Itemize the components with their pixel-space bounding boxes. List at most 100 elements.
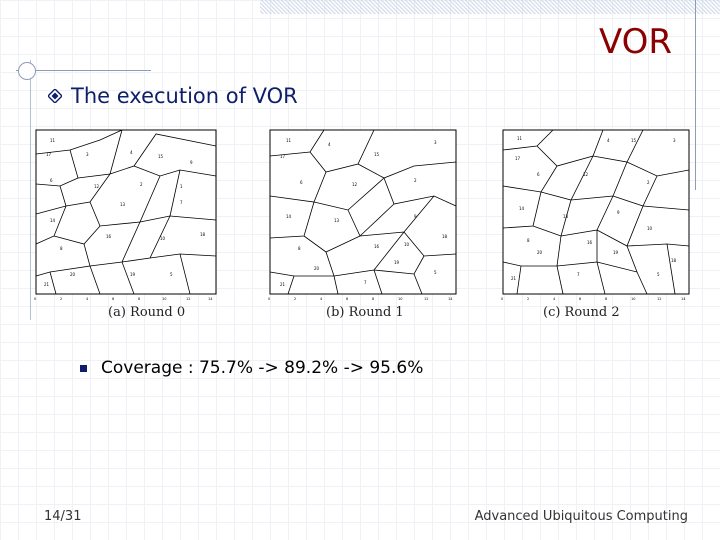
svg-text:5: 5 (170, 272, 173, 277)
svg-text:8: 8 (527, 238, 530, 243)
svg-text:2: 2 (647, 180, 650, 185)
svg-text:8: 8 (138, 297, 140, 301)
svg-text:11: 11 (517, 136, 523, 141)
svg-text:7: 7 (364, 280, 367, 285)
svg-text:8: 8 (298, 246, 301, 251)
svg-text:2: 2 (140, 182, 143, 187)
svg-text:20: 20 (314, 266, 320, 271)
square-bullet-icon (80, 364, 87, 372)
svg-text:17: 17 (280, 154, 286, 159)
svg-text:7: 7 (577, 272, 580, 277)
svg-text:2: 2 (527, 297, 529, 301)
svg-text:8: 8 (605, 297, 607, 301)
svg-text:10: 10 (162, 297, 166, 301)
svg-text:21: 21 (511, 276, 517, 281)
coverage-text: Coverage : 75.7% -> 89.2% -> 95.6% (101, 358, 424, 378)
slide-subtitle: The execution of VOR (71, 84, 298, 108)
caption-round-2: (c) Round 2 (543, 305, 620, 320)
svg-text:1: 1 (180, 184, 183, 189)
svg-text:21: 21 (280, 282, 286, 287)
svg-text:15: 15 (631, 138, 637, 143)
svg-text:13: 13 (563, 214, 569, 219)
page-number: 14/31 (44, 509, 82, 524)
svg-text:12: 12 (657, 297, 661, 301)
svg-text:17: 17 (515, 156, 521, 161)
svg-text:3: 3 (86, 152, 89, 157)
decor-line-left (30, 60, 31, 320)
svg-text:6: 6 (579, 297, 581, 301)
svg-text:10: 10 (404, 242, 410, 247)
svg-text:5: 5 (657, 272, 660, 277)
svg-text:15: 15 (374, 152, 380, 157)
svg-text:10: 10 (647, 226, 653, 231)
svg-text:10: 10 (398, 297, 402, 301)
svg-text:9: 9 (414, 214, 417, 219)
svg-text:21: 21 (44, 282, 50, 287)
svg-text:0: 0 (501, 297, 503, 301)
svg-text:12: 12 (94, 184, 100, 189)
svg-text:4: 4 (130, 150, 133, 155)
svg-text:3: 3 (434, 140, 437, 145)
svg-text:6: 6 (50, 178, 53, 183)
decor-circle (18, 62, 36, 80)
footer-course-name: Advanced Ubiquitous Computing (474, 509, 688, 524)
svg-text:14: 14 (286, 214, 292, 219)
svg-text:15: 15 (158, 154, 164, 159)
svg-text:12: 12 (186, 297, 190, 301)
svg-text:0: 0 (268, 297, 270, 301)
svg-text:18: 18 (442, 234, 448, 239)
svg-text:3: 3 (673, 138, 676, 143)
svg-text:4: 4 (320, 297, 323, 301)
figure-round-2: 11 17 4 15 3 6 12 2 14 13 9 8 16 10 18 20 19 5 21 7 0… (497, 126, 693, 302)
svg-text:2: 2 (60, 297, 62, 301)
svg-text:14: 14 (50, 218, 56, 223)
svg-text:7: 7 (180, 200, 183, 205)
svg-text:6: 6 (346, 297, 348, 301)
svg-text:20: 20 (537, 250, 543, 255)
svg-text:14: 14 (681, 297, 686, 301)
svg-text:2: 2 (414, 178, 417, 183)
top-decor-band (260, 0, 720, 14)
svg-text:12: 12 (583, 172, 589, 177)
svg-text:4: 4 (328, 142, 331, 147)
svg-text:11: 11 (286, 138, 292, 143)
svg-text:4: 4 (86, 297, 89, 301)
svg-text:6: 6 (300, 180, 303, 185)
svg-text:20: 20 (70, 272, 76, 277)
svg-text:9: 9 (190, 160, 193, 165)
svg-text:0: 0 (34, 297, 36, 301)
svg-text:5: 5 (434, 270, 437, 275)
diamond-bullet-icon (48, 89, 62, 103)
svg-text:4: 4 (607, 138, 610, 143)
svg-text:6: 6 (537, 172, 540, 177)
svg-text:10: 10 (160, 236, 166, 241)
slide-title: VOR (598, 22, 672, 62)
svg-text:12: 12 (424, 297, 428, 301)
svg-text:13: 13 (120, 202, 126, 207)
svg-text:16: 16 (106, 234, 112, 239)
svg-text:14: 14 (519, 206, 525, 211)
svg-text:6: 6 (112, 297, 114, 301)
figure-round-1: 11 17 4 15 3 6 12 2 14 13 9 8 16 10 18 20 19 5 21 7 0… (264, 126, 460, 302)
caption-round-1: (b) Round 1 (326, 305, 404, 320)
svg-text:14: 14 (208, 297, 213, 301)
figure-round-0: 11 17 3 4 15 9 6 12 2 1 14 13 7 8 16 10 18 20 19 5 21 … (30, 126, 220, 302)
subtitle-row: The execution of VOR (48, 84, 298, 108)
svg-text:11: 11 (50, 138, 56, 143)
svg-text:18: 18 (671, 258, 677, 263)
svg-text:14: 14 (448, 297, 453, 301)
svg-text:2: 2 (294, 297, 296, 301)
svg-text:9: 9 (617, 210, 620, 215)
svg-text:19: 19 (613, 250, 619, 255)
svg-text:18: 18 (200, 232, 206, 237)
svg-text:19: 19 (130, 272, 136, 277)
svg-text:12: 12 (352, 182, 358, 187)
svg-text:16: 16 (587, 240, 593, 245)
svg-text:8: 8 (372, 297, 374, 301)
svg-text:17: 17 (46, 152, 52, 157)
decor-line-right (695, 0, 696, 190)
svg-text:19: 19 (394, 260, 400, 265)
svg-text:13: 13 (334, 218, 340, 223)
svg-text:10: 10 (631, 297, 635, 301)
bullet-row: Coverage : 75.7% -> 89.2% -> 95.6% (80, 358, 423, 378)
